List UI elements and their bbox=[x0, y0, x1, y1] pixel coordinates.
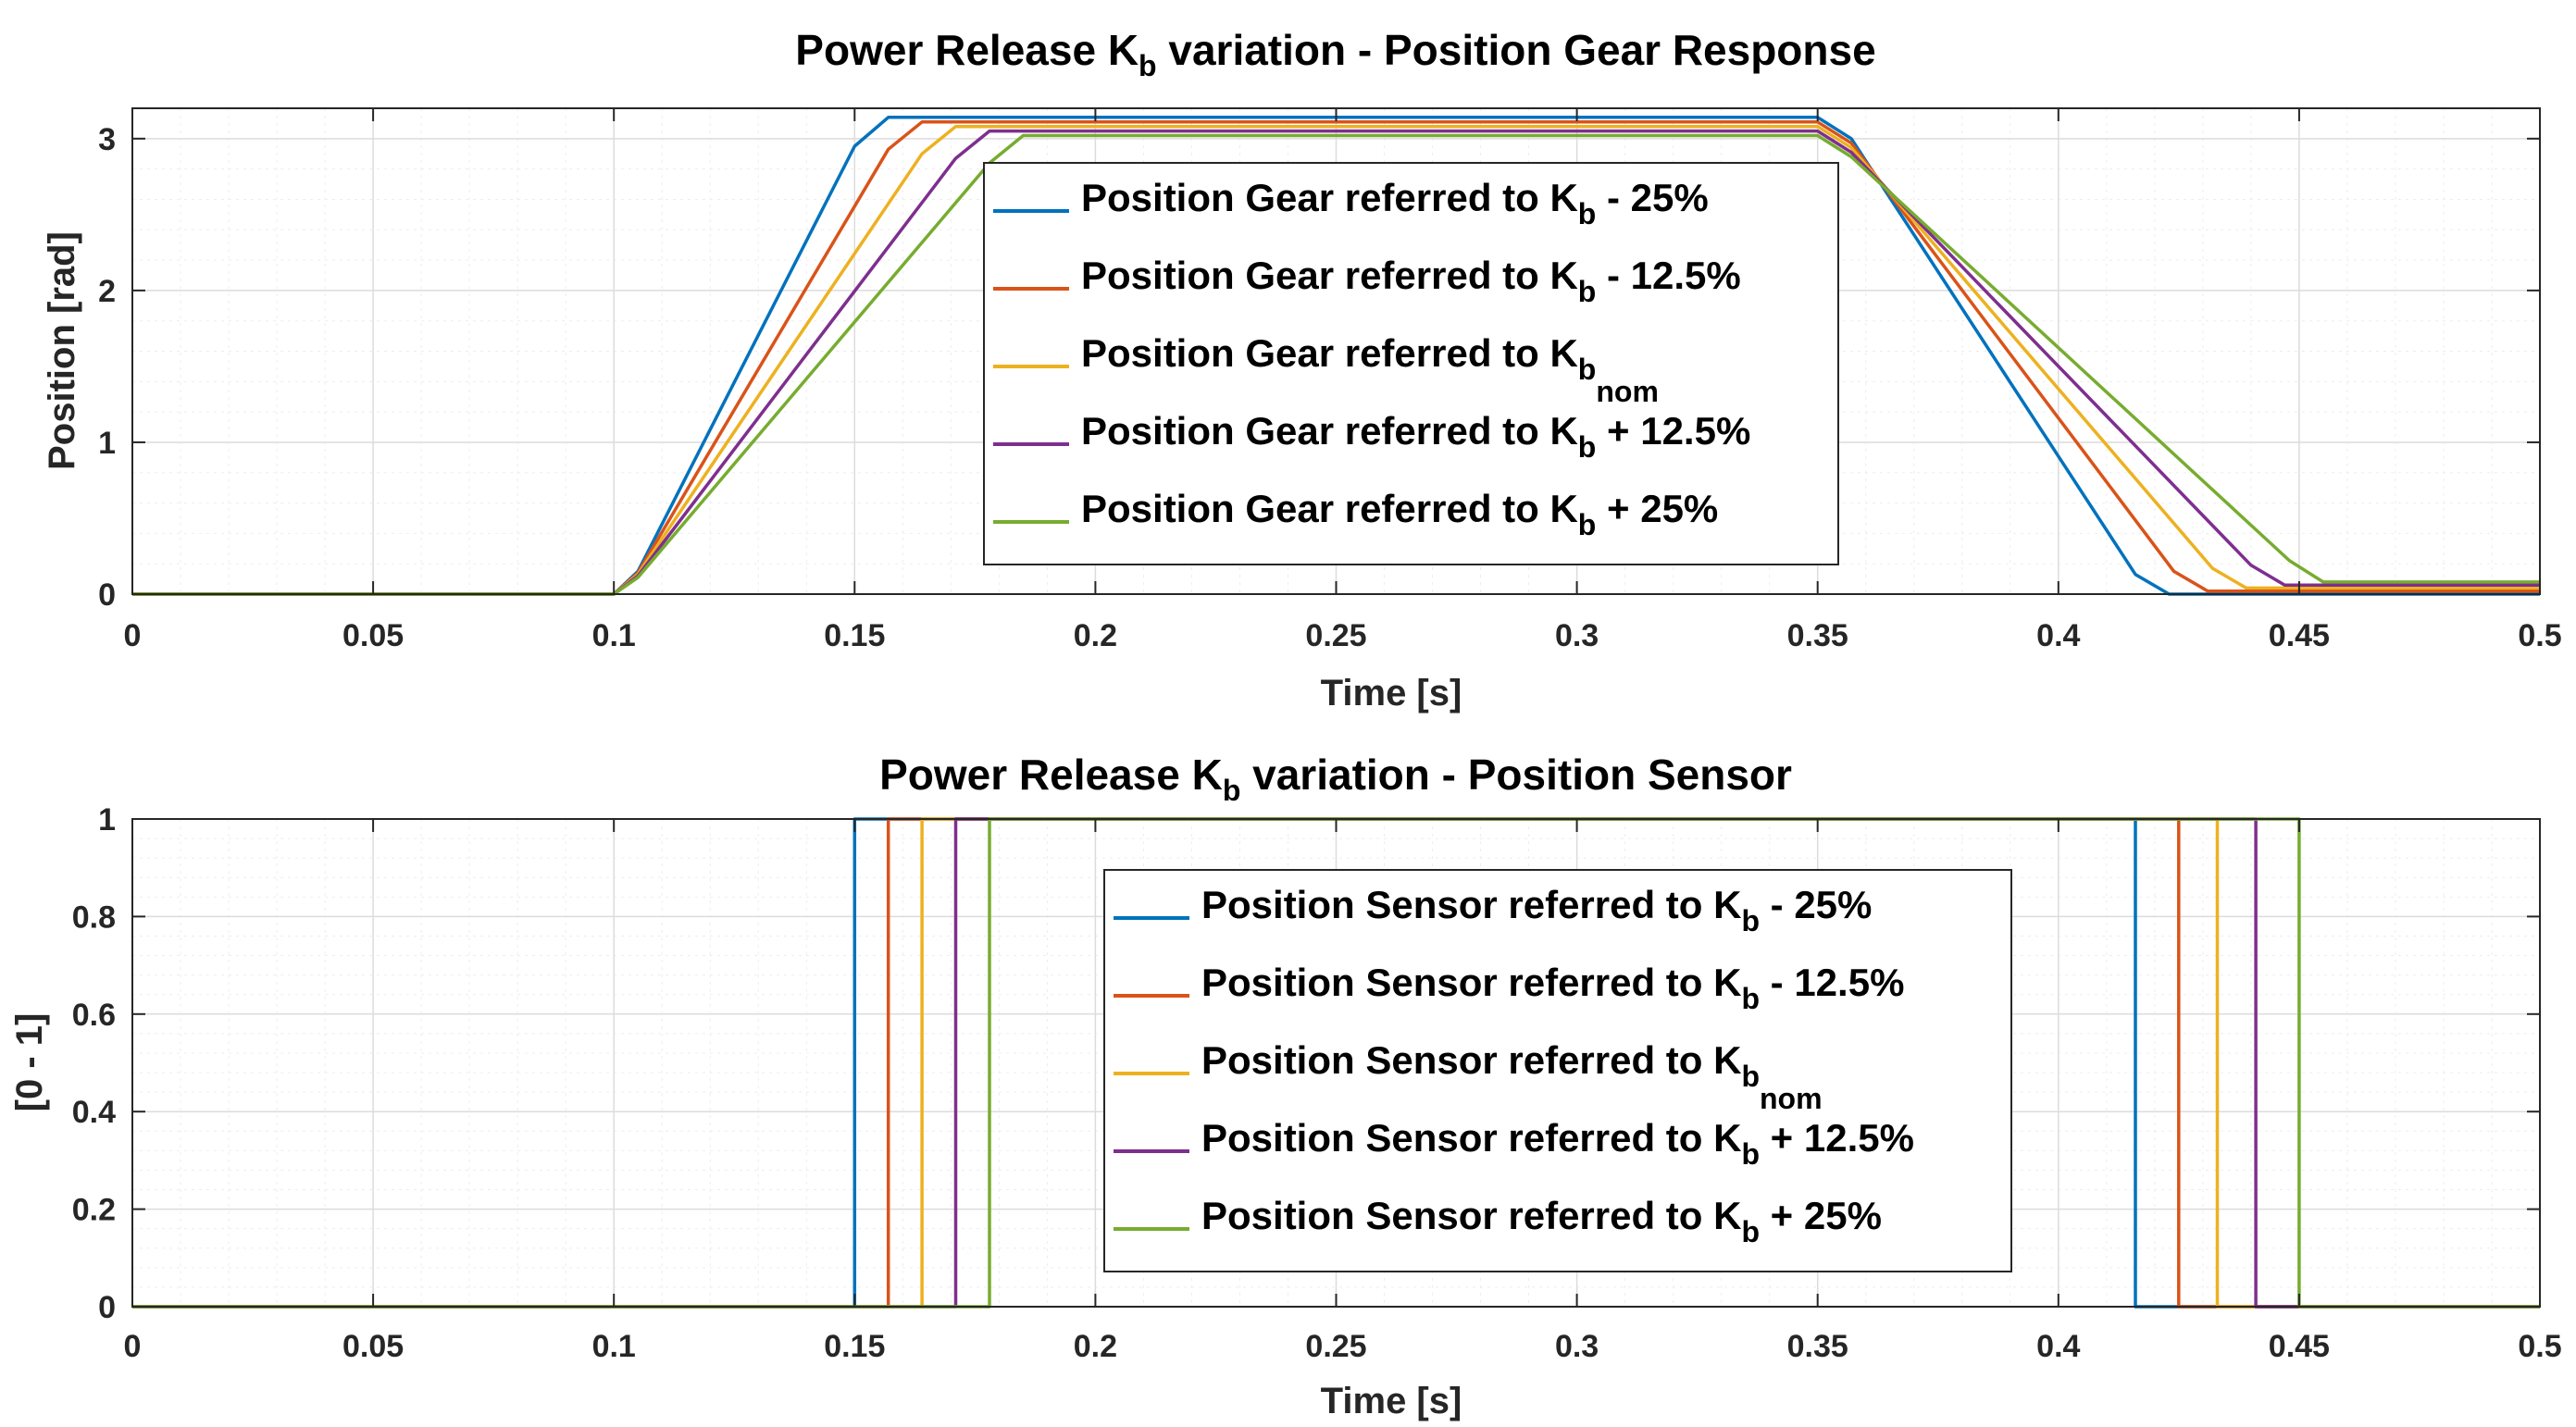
position-sensor-chart: 0 0.05 0.1 0.15 0.2 0.25 0.3 0.35 0.4 0.45 0.5 0 0.2… bbox=[9, 751, 2562, 1421]
x-tick-label: 0.3 bbox=[1555, 1329, 1599, 1364]
x-axis-label: Time [s] bbox=[1321, 1381, 1462, 1421]
legend-entry: Position Gear referred to Kbnom bbox=[993, 331, 1659, 408]
x-tick-label: 0.25 bbox=[1305, 1329, 1366, 1364]
x-tick-label: 0.2 bbox=[1074, 1329, 1117, 1364]
series-line-5 bbox=[132, 133, 2540, 596]
ticks: 0 0.05 0.1 0.15 0.2 0.25 0.3 0.35 0.4 0.45 0.5 0 1 2 3 bbox=[98, 108, 2562, 653]
chart-title: Power Release Kb variation - Position Se… bbox=[879, 751, 1792, 807]
x-tick-label: 0.15 bbox=[824, 618, 885, 653]
legend-entry: Position Sensor referred to Kb - 25% bbox=[1114, 883, 1872, 937]
x-tick-label: 0.05 bbox=[342, 618, 404, 653]
legend-entry: Position Sensor referred to Kb + 12.5% bbox=[1114, 1116, 1914, 1171]
x-tick-label: 0.4 bbox=[2036, 1329, 2080, 1364]
legend-label: Position Gear referred to Kb - 25% bbox=[1081, 176, 1709, 230]
legend-box bbox=[983, 162, 1839, 565]
x-tick-label: 0.2 bbox=[1074, 618, 1117, 653]
x-tick-label: 0.35 bbox=[1787, 1329, 1848, 1364]
y-tick-label: 0 bbox=[98, 577, 116, 613]
x-tick-label: 0.5 bbox=[2518, 1329, 2561, 1364]
legend: Position Gear referred to Kb - 25% Positi… bbox=[983, 162, 1839, 565]
x-tick-label: 0.45 bbox=[2269, 1329, 2330, 1364]
y-tick-label: 0 bbox=[98, 1290, 116, 1325]
x-tick-label: 0.4 bbox=[2036, 618, 2080, 653]
x-tick-label: 0 bbox=[124, 1329, 142, 1364]
legend-box bbox=[1103, 869, 2012, 1272]
legend-label: Position Sensor referred to Kb + 25% bbox=[1201, 1194, 1882, 1248]
legend-label: Position Gear referred to Kb + 25% bbox=[1081, 487, 1718, 541]
y-axis-label: Position [rad] bbox=[42, 231, 82, 470]
legend-entry: Position Gear referred to Kb - 25% bbox=[993, 176, 1709, 230]
ticks: 0 0.05 0.1 0.15 0.2 0.25 0.3 0.35 0.4 0.45 0.5 0 0.2… bbox=[72, 802, 2562, 1364]
legend-entry: Position Gear referred to Kb + 12.5% bbox=[993, 409, 1750, 464]
x-tick-label: 0.1 bbox=[592, 1329, 636, 1364]
x-tick-label: 0.35 bbox=[1787, 618, 1848, 653]
legend-label: Position Sensor referred to Kb - 25% bbox=[1201, 883, 1872, 937]
x-tick-label: 0.15 bbox=[824, 1329, 885, 1364]
legend-entry: Position Gear referred to Kb + 25% bbox=[993, 487, 1718, 541]
y-tick-label: 1 bbox=[98, 426, 116, 461]
legend: Position Sensor referred to Kb - 25% Posi… bbox=[1103, 869, 2012, 1272]
x-tick-label: 0.05 bbox=[342, 1329, 404, 1364]
legend-label: Position Gear referred to Kb - 12.5% bbox=[1081, 254, 1741, 308]
x-tick-label: 0.3 bbox=[1555, 618, 1599, 653]
legend-label: Position Sensor referred to Kb - 12.5% bbox=[1201, 961, 1904, 1015]
chart-title: Power Release Kb variation - Position Ge… bbox=[795, 26, 1875, 82]
legend-label: Position Sensor referred to Kb + 12.5% bbox=[1201, 1116, 1914, 1171]
y-tick-label: 0.4 bbox=[72, 1095, 116, 1130]
y-tick-label: 0.6 bbox=[72, 998, 116, 1033]
y-tick-label: 0.2 bbox=[72, 1193, 116, 1228]
x-tick-label: 0.5 bbox=[2518, 618, 2561, 653]
x-tick-label: 0.25 bbox=[1305, 618, 1366, 653]
legend-entry: Position Sensor referred to Kb + 25% bbox=[1114, 1194, 1882, 1248]
y-tick-label: 1 bbox=[98, 802, 116, 838]
y-tick-label: 3 bbox=[98, 122, 116, 157]
legend-label: Position Gear referred to Kbnom bbox=[1081, 331, 1659, 408]
series-layer bbox=[132, 116, 2540, 596]
x-axis-label: Time [s] bbox=[1321, 673, 1462, 714]
x-tick-label: 0.1 bbox=[592, 618, 636, 653]
x-tick-label: 0.45 bbox=[2269, 618, 2330, 653]
legend-entry: Position Gear referred to Kb - 12.5% bbox=[993, 254, 1741, 308]
x-tick-label: 0 bbox=[124, 618, 142, 653]
y-tick-label: 0.8 bbox=[72, 900, 116, 935]
position-gear-chart: 0 0.05 0.1 0.15 0.2 0.25 0.3 0.35 0.4 0.45 0.5 0 1 2 3… bbox=[42, 26, 2562, 714]
legend-entry: Position Sensor referred to Kb - 12.5% bbox=[1114, 961, 1904, 1015]
legend-label: Position Sensor referred to Kbnom bbox=[1201, 1038, 1823, 1115]
y-tick-label: 2 bbox=[98, 274, 116, 309]
y-axis-label: [0 - 1] bbox=[9, 1013, 50, 1112]
legend-entry: Position Sensor referred to Kbnom bbox=[1114, 1038, 1823, 1115]
legend-label: Position Gear referred to Kb + 12.5% bbox=[1081, 409, 1750, 464]
